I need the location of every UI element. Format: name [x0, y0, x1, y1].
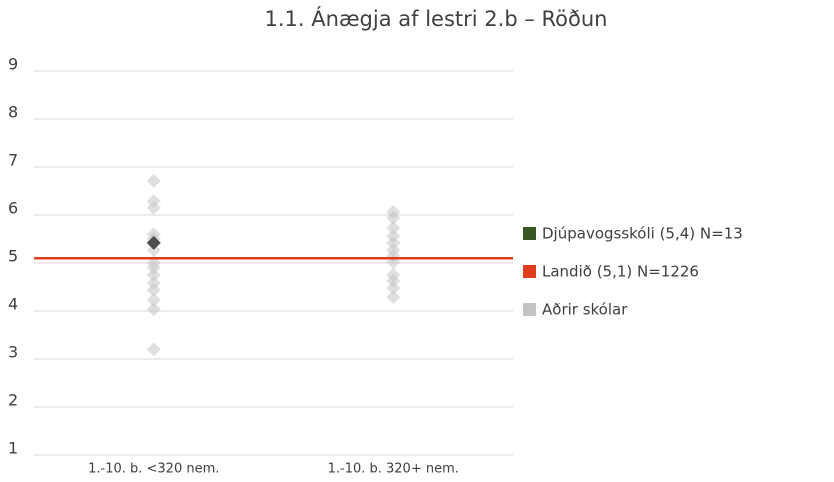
y-tick-label: 5 [8, 247, 18, 266]
x-tick-label: 1.-10. b. 320+ nem. [328, 462, 459, 477]
point [146, 302, 161, 317]
chart-title: 1.1. Ánægja af lestri 2.b – Röðun [265, 6, 608, 31]
legend-swatch [523, 265, 536, 278]
point [146, 243, 161, 258]
y-tick-label: 7 [8, 151, 18, 170]
legend-label: Djúpavogsskóli (5,4) N=13 [542, 225, 743, 243]
point [386, 290, 401, 305]
legend-swatch [523, 227, 536, 240]
legend-label: Aðrir skólar [542, 301, 628, 319]
point [146, 235, 161, 250]
point [146, 342, 161, 357]
point [386, 235, 401, 250]
point [146, 292, 161, 307]
y-tick-label: 4 [8, 295, 18, 314]
point [146, 200, 161, 215]
y-tick-label: 2 [8, 391, 18, 410]
point [386, 220, 401, 235]
point [386, 273, 401, 288]
legend-label: Landið (5,1) N=1226 [542, 263, 699, 281]
y-tick-label: 9 [8, 55, 18, 74]
x-tick-label: 1.-10. b. <320 nem. [88, 462, 219, 477]
point [386, 280, 401, 295]
point [146, 173, 161, 188]
point [146, 282, 161, 297]
point [146, 260, 161, 275]
y-tick-label: 3 [8, 343, 18, 362]
y-tick-label: 6 [8, 199, 18, 218]
y-tick-label: 1 [8, 439, 18, 458]
point [386, 210, 401, 225]
legend-swatch [523, 303, 536, 316]
y-tick-label: 8 [8, 103, 18, 122]
point [146, 268, 161, 282]
